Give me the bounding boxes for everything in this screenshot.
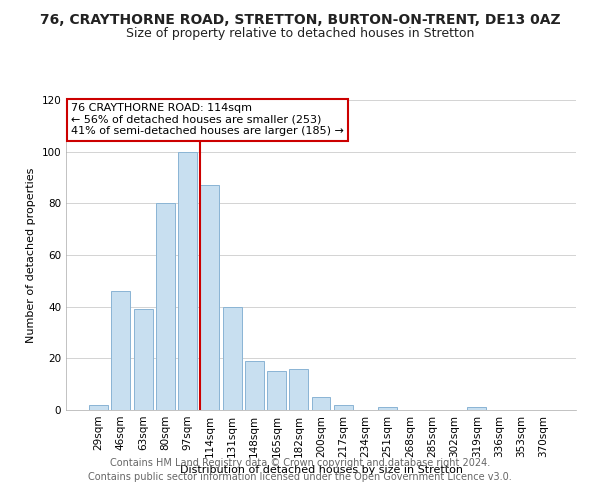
Text: Size of property relative to detached houses in Stretton: Size of property relative to detached ho… [126,28,474,40]
Text: 76 CRAYTHORNE ROAD: 114sqm
← 56% of detached houses are smaller (253)
41% of sem: 76 CRAYTHORNE ROAD: 114sqm ← 56% of deta… [71,103,344,136]
Y-axis label: Number of detached properties: Number of detached properties [26,168,36,342]
Bar [245,361,264,410]
Bar [467,408,486,410]
Bar [223,306,242,410]
Bar [334,405,353,410]
Bar [289,368,308,410]
Bar [178,152,197,410]
Bar [311,397,331,410]
Text: Contains public sector information licensed under the Open Government Licence v3: Contains public sector information licen… [88,472,512,482]
Bar [89,405,108,410]
Bar [378,408,397,410]
Text: 76, CRAYTHORNE ROAD, STRETTON, BURTON-ON-TRENT, DE13 0AZ: 76, CRAYTHORNE ROAD, STRETTON, BURTON-ON… [40,12,560,26]
X-axis label: Distribution of detached houses by size in Stretton: Distribution of detached houses by size … [179,466,463,475]
Bar [156,204,175,410]
Text: Contains HM Land Registry data © Crown copyright and database right 2024.: Contains HM Land Registry data © Crown c… [110,458,490,468]
Bar [200,185,219,410]
Bar [267,371,286,410]
Bar [112,291,130,410]
Bar [134,309,152,410]
